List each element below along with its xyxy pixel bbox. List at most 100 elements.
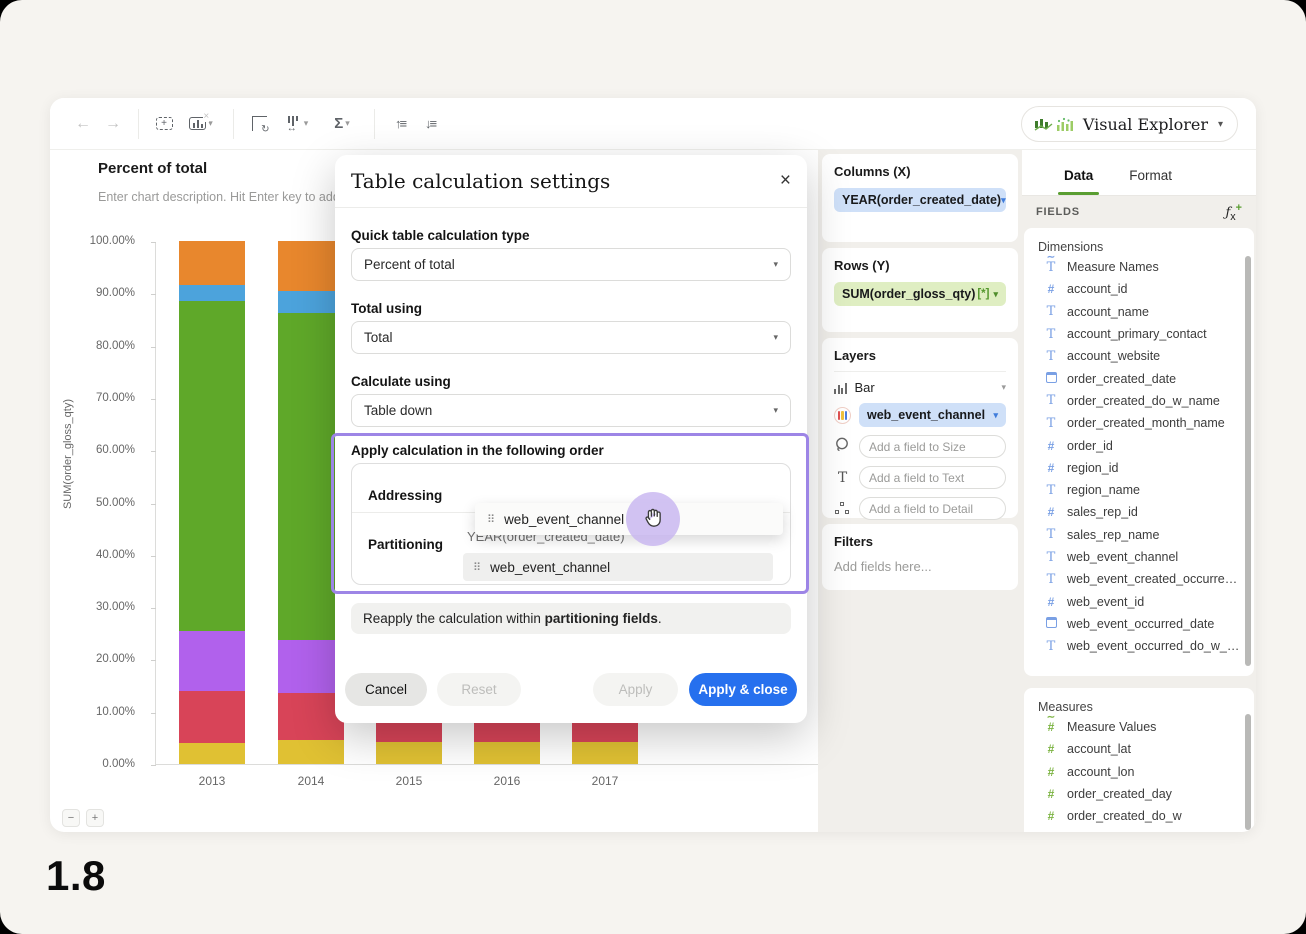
measure-values-icon: ∼ # <box>1046 712 1056 735</box>
zoom-out-button[interactable]: − <box>62 809 80 827</box>
field-item[interactable]: # account_lat <box>1024 738 1254 760</box>
field-item[interactable]: ∼ # Measure Values <box>1024 712 1254 738</box>
segment-yellow[interactable] <box>572 742 638 764</box>
sort-ascending-icon[interactable]: ↑≡ <box>394 116 407 131</box>
y-tick-label: 70.00% <box>95 391 135 404</box>
segment-purple[interactable] <box>278 640 344 694</box>
x-tick-label: 2017 <box>591 774 619 788</box>
field-item[interactable]: # order_created_do_w <box>1024 805 1254 827</box>
drag-handle-icon[interactable]: ⠿ <box>473 561 481 574</box>
back-icon[interactable]: ← <box>75 114 91 132</box>
drag-handle-icon[interactable]: ⠿ <box>487 513 495 526</box>
measures-scrollbar[interactable] <box>1245 714 1251 830</box>
tab-format[interactable]: Format <box>1129 168 1173 183</box>
segment-yellow[interactable] <box>278 740 344 764</box>
bar-width-icon[interactable]: ▾ <box>274 109 320 139</box>
visual-explorer-menu-button[interactable]: Visual Explorer ▾ <box>1020 106 1238 142</box>
segment-yellow[interactable] <box>376 742 442 764</box>
field-item-label: region_name <box>1067 483 1140 498</box>
segment-orange[interactable] <box>278 241 344 291</box>
segment-red[interactable] <box>179 690 245 744</box>
chevron-down-icon: ▾ <box>993 288 998 299</box>
text-field-icon: T <box>1046 638 1056 654</box>
swap-axes-icon[interactable] <box>244 109 274 139</box>
apply-order-label: Apply calculation in the following order <box>351 443 604 458</box>
remove-chart-icon[interactable]: ▾ <box>179 109 223 139</box>
size-encoding-icon <box>834 436 851 458</box>
field-item[interactable]: # account_id <box>1024 278 1254 300</box>
field-item[interactable]: # sales_rep_id <box>1024 501 1254 523</box>
y-tick-label: 90.00% <box>95 287 135 300</box>
stacked-bar-2013[interactable] <box>179 241 245 764</box>
columns-field-pill[interactable]: YEAR(order_created_date) ▾ <box>834 188 1006 212</box>
size-field-dropzone[interactable]: Add a field to Size <box>859 435 1006 458</box>
segment-purple[interactable] <box>179 630 245 691</box>
field-item[interactable]: web_event_occurred_date <box>1024 613 1254 635</box>
zoom-in-button[interactable]: + <box>86 809 104 827</box>
field-item[interactable]: # order_id <box>1024 434 1254 456</box>
layer-type-selector[interactable]: Bar ▾ <box>834 371 1006 395</box>
text-field-icon: T <box>1046 304 1056 320</box>
chart-description[interactable]: Enter chart description. Hit Enter key t… <box>98 190 367 204</box>
forward-icon[interactable]: → <box>105 114 121 132</box>
chart-title[interactable]: Percent of total <box>98 160 208 177</box>
segment-yellow[interactable] <box>474 741 540 764</box>
y-tick-mark <box>151 398 156 400</box>
field-item-label: region_id <box>1067 460 1119 475</box>
measures-panel: Measures ∼ # Measure Values # account_lat # ac… <box>1024 688 1254 832</box>
color-field-pill[interactable]: web_event_channel ▾ <box>859 403 1006 427</box>
segment-blue[interactable] <box>179 285 245 302</box>
segment-orange[interactable] <box>179 241 245 286</box>
field-item[interactable]: order_created_date <box>1024 367 1254 389</box>
apply-button[interactable]: Apply <box>593 673 678 706</box>
detail-field-dropzone[interactable]: Add a field to Detail <box>859 497 1006 520</box>
segment-blue[interactable] <box>278 290 344 314</box>
field-item[interactable]: ∼ T Measure Names <box>1024 252 1254 278</box>
calc-type-select[interactable]: Percent of total ▾ <box>351 248 791 281</box>
calculate-using-select[interactable]: Table down ▾ <box>351 394 791 427</box>
segment-yellow[interactable] <box>179 743 245 764</box>
rows-field-pill[interactable]: SUM(order_gloss_qty) [*] ▾ <box>834 282 1006 306</box>
text-field-icon: T <box>1046 348 1056 364</box>
partitioning-field-chip[interactable]: ⠿ web_event_channel <box>463 553 773 581</box>
add-chart-icon[interactable]: + <box>149 109 179 139</box>
toolbar-divider <box>138 108 139 139</box>
fields-header-label: FIELDS <box>1036 206 1080 218</box>
dragged-field-label: web_event_channel <box>504 511 625 527</box>
segment-green[interactable] <box>179 301 245 631</box>
tab-data[interactable]: Data <box>1057 168 1100 195</box>
field-item[interactable]: # order_created_day <box>1024 783 1254 805</box>
field-item[interactable]: # web_event_id <box>1024 590 1254 612</box>
add-formula-field-icon[interactable]: ƒx+ <box>1225 201 1242 223</box>
step-number: 1.8 <box>46 852 106 899</box>
filters-dropzone[interactable]: Add fields here... <box>834 559 932 574</box>
field-item-label: web_event_id <box>1067 594 1145 609</box>
aggregate-sigma-icon[interactable]: Σ ▾ <box>334 115 350 132</box>
apply-and-close-button[interactable]: Apply & close <box>689 673 797 706</box>
segment-red[interactable] <box>278 693 344 741</box>
reset-button[interactable]: Reset <box>437 673 521 706</box>
field-item[interactable]: # account_lon <box>1024 761 1254 783</box>
total-using-select[interactable]: Total ▾ <box>351 321 791 354</box>
field-item[interactable]: # region_id <box>1024 457 1254 479</box>
close-icon[interactable]: × <box>779 170 791 191</box>
chevron-down-icon: ▾ <box>993 409 998 420</box>
dimensions-scrollbar[interactable] <box>1245 256 1251 666</box>
y-tick-label: 10.00% <box>95 705 135 718</box>
calc-type-value: Percent of total <box>364 257 455 272</box>
cancel-button[interactable]: Cancel <box>345 673 427 706</box>
text-field-dropzone[interactable]: Add a field to Text <box>859 466 1006 489</box>
sort-descending-icon[interactable]: ↓≡ <box>424 116 437 131</box>
y-tick-mark <box>151 608 156 610</box>
y-tick-mark <box>151 503 156 505</box>
